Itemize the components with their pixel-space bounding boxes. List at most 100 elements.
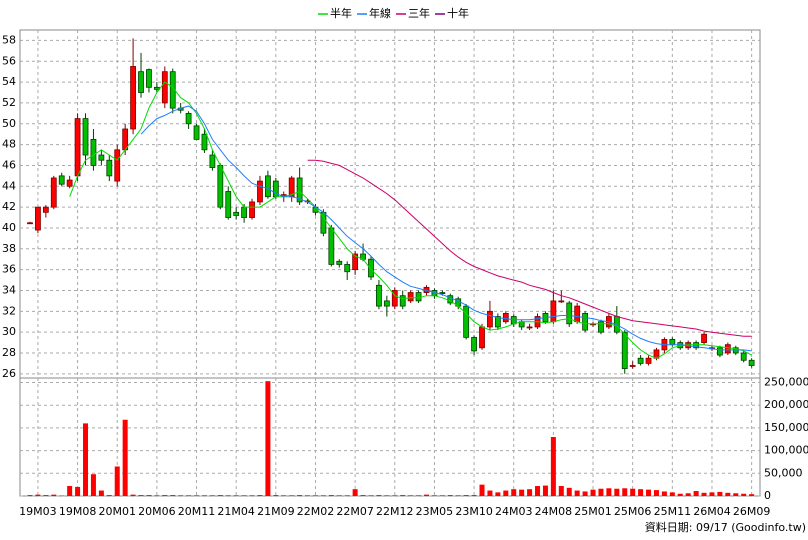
volume-bar bbox=[527, 489, 533, 496]
volume-bar bbox=[447, 495, 453, 496]
volume-bar bbox=[83, 423, 89, 496]
candle-body bbox=[629, 365, 636, 367]
volume-bar bbox=[265, 381, 271, 496]
x-tick-label: 25M06 bbox=[614, 505, 652, 518]
volume-bar bbox=[194, 495, 200, 496]
y-tick-label: 30 bbox=[2, 325, 16, 338]
volume-bar bbox=[638, 489, 644, 496]
candle-body bbox=[336, 260, 343, 265]
volume-bar bbox=[749, 494, 755, 496]
y2-tick-label: 200,000 bbox=[764, 398, 808, 411]
x-tick-label: 24M03 bbox=[495, 505, 533, 518]
volume-bar bbox=[154, 495, 160, 496]
volume-bar bbox=[114, 466, 120, 496]
candle-body bbox=[74, 118, 81, 177]
volume-bar bbox=[471, 495, 477, 496]
volume-bar bbox=[170, 495, 176, 496]
volume-bar bbox=[90, 474, 96, 496]
candle-body bbox=[264, 175, 271, 198]
volume-bar bbox=[130, 494, 136, 496]
volume-bar bbox=[35, 494, 41, 496]
volume-bar bbox=[495, 492, 501, 496]
candle-body bbox=[225, 191, 232, 218]
candle-body bbox=[58, 175, 65, 185]
volume-bar bbox=[479, 484, 485, 496]
candle-body bbox=[724, 344, 731, 354]
candle-body bbox=[471, 336, 477, 352]
volume-bar bbox=[360, 495, 366, 496]
candle-body bbox=[558, 300, 565, 303]
volume-bar bbox=[503, 490, 509, 496]
x-tick-label: 21M04 bbox=[217, 505, 255, 518]
candle-body bbox=[566, 302, 573, 325]
candle-body bbox=[645, 357, 652, 364]
volume-bar bbox=[566, 487, 572, 496]
volume-bar bbox=[535, 486, 541, 496]
legend-label: 十年 bbox=[447, 6, 469, 20]
ma-line bbox=[140, 105, 752, 352]
x-tick-label: 26M04 bbox=[693, 505, 731, 518]
candle-body bbox=[550, 300, 557, 323]
volume-frame bbox=[19, 377, 761, 497]
candle-body bbox=[621, 331, 628, 370]
candle-body bbox=[185, 112, 192, 125]
candle-body bbox=[748, 359, 755, 366]
volume-bar bbox=[162, 495, 168, 496]
volume-bar bbox=[320, 495, 326, 496]
candle-body bbox=[35, 206, 41, 231]
candle-body bbox=[391, 290, 398, 307]
y-tick-label: 56 bbox=[2, 54, 16, 67]
candle-body bbox=[106, 159, 113, 177]
y-tick-label: 54 bbox=[2, 75, 16, 88]
y-tick-label: 38 bbox=[2, 242, 16, 255]
volume-bar bbox=[400, 495, 406, 496]
volume-bar bbox=[606, 488, 612, 496]
volume-bar bbox=[273, 495, 279, 496]
x-tick-label: 25M01 bbox=[574, 505, 612, 518]
volume-bar bbox=[368, 495, 374, 496]
volume-bar bbox=[709, 492, 715, 496]
footer: 資料日期: 09/17 (Goodinfo.tw) bbox=[645, 520, 806, 534]
y2-tick-label: 0 bbox=[764, 489, 771, 502]
volume-bar bbox=[550, 437, 556, 496]
volume-bar bbox=[344, 495, 350, 496]
volume-bar bbox=[75, 486, 81, 496]
x-tick-label: 21M09 bbox=[257, 505, 295, 518]
candle-body bbox=[201, 133, 208, 151]
volume-bar bbox=[106, 495, 112, 496]
candle-body bbox=[146, 69, 152, 88]
volume-bar bbox=[249, 495, 255, 496]
volume-bar bbox=[281, 495, 287, 496]
x-tick-label: 22M02 bbox=[297, 505, 335, 518]
legend-label: 三年 bbox=[408, 6, 430, 20]
volume-bar bbox=[138, 495, 144, 496]
volume-bar bbox=[582, 491, 588, 496]
candle-body bbox=[415, 292, 422, 302]
candle-body bbox=[161, 71, 168, 104]
y-tick-label: 28 bbox=[2, 346, 16, 359]
candle-body bbox=[439, 292, 446, 295]
volume-bar bbox=[312, 495, 318, 496]
volume-bar bbox=[741, 493, 747, 496]
candle-body bbox=[717, 347, 723, 356]
candle-body bbox=[574, 305, 581, 323]
candle-body bbox=[193, 125, 200, 140]
candle-body bbox=[368, 258, 374, 278]
candle-body bbox=[209, 154, 216, 168]
volume-bar bbox=[717, 491, 723, 496]
x-tick-label: 23M05 bbox=[416, 505, 454, 518]
candle-body bbox=[233, 211, 240, 216]
volume-bar bbox=[590, 489, 596, 496]
x-tick-label: 20M11 bbox=[178, 505, 216, 518]
volume-bar bbox=[241, 495, 247, 496]
volume-bar bbox=[178, 495, 184, 496]
volume-bar bbox=[67, 486, 73, 496]
candle-body bbox=[383, 300, 390, 307]
candle-body bbox=[328, 227, 335, 265]
volume-bar bbox=[51, 494, 57, 496]
candle-body bbox=[296, 177, 303, 203]
y2-tick-label: 100,000 bbox=[764, 444, 808, 457]
volume-bar bbox=[653, 490, 659, 496]
candle-body bbox=[598, 321, 604, 333]
